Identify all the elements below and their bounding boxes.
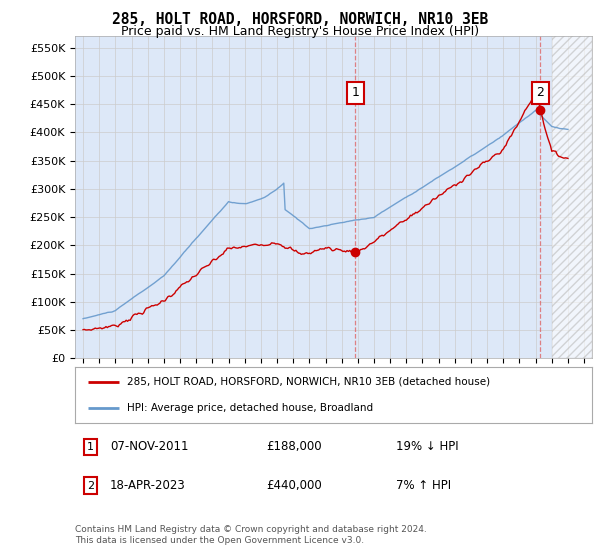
Text: 285, HOLT ROAD, HORSFORD, NORWICH, NR10 3EB (detached house): 285, HOLT ROAD, HORSFORD, NORWICH, NR10 … (127, 377, 490, 387)
Text: 19% ↓ HPI: 19% ↓ HPI (395, 440, 458, 454)
Text: £440,000: £440,000 (266, 479, 322, 492)
Text: 285, HOLT ROAD, HORSFORD, NORWICH, NR10 3EB: 285, HOLT ROAD, HORSFORD, NORWICH, NR10 … (112, 12, 488, 27)
Text: 1: 1 (87, 442, 94, 452)
Text: 2: 2 (536, 86, 544, 99)
Text: 18-APR-2023: 18-APR-2023 (110, 479, 186, 492)
Text: 7% ↑ HPI: 7% ↑ HPI (395, 479, 451, 492)
Text: HPI: Average price, detached house, Broadland: HPI: Average price, detached house, Broa… (127, 403, 373, 413)
Text: 1: 1 (352, 86, 359, 99)
Text: £188,000: £188,000 (266, 440, 322, 454)
Text: 07-NOV-2011: 07-NOV-2011 (110, 440, 188, 454)
Text: 2: 2 (87, 480, 94, 491)
Text: Price paid vs. HM Land Registry's House Price Index (HPI): Price paid vs. HM Land Registry's House … (121, 25, 479, 38)
Text: Contains HM Land Registry data © Crown copyright and database right 2024.
This d: Contains HM Land Registry data © Crown c… (75, 525, 427, 545)
